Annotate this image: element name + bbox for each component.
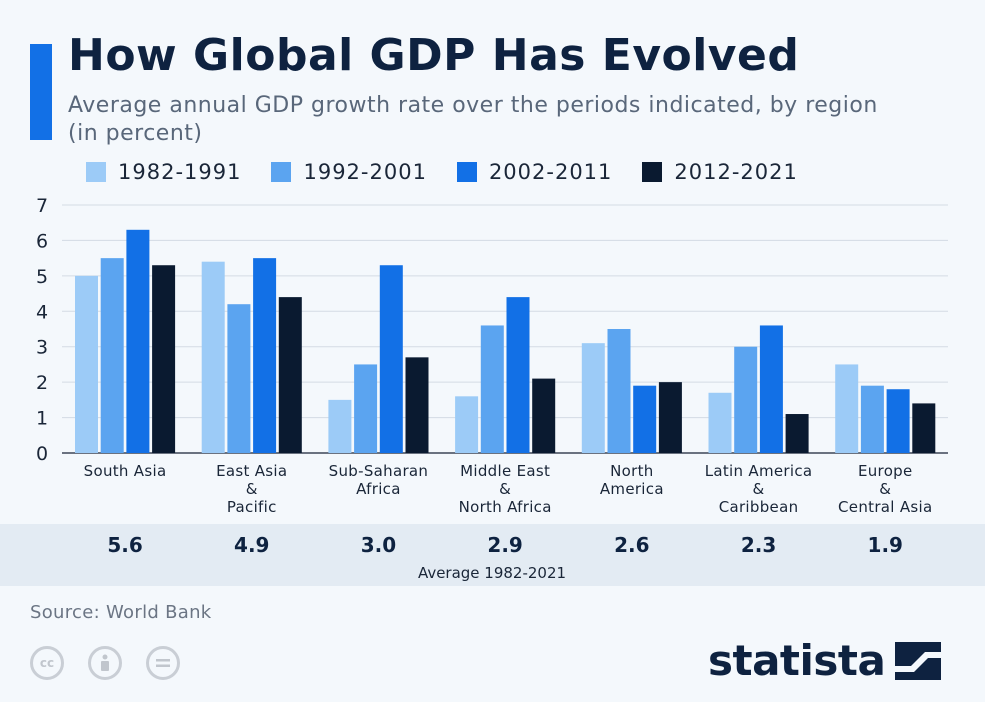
bar — [581, 343, 605, 453]
y-tick-label: 5 — [36, 266, 48, 288]
legend-label: 1992-2001 — [303, 160, 427, 184]
cc-icon: cc — [30, 646, 64, 680]
bar — [480, 325, 504, 453]
legend-label: 2012-2021 — [674, 160, 798, 184]
legend-swatch — [642, 162, 663, 182]
legend-label: 1982-1991 — [118, 160, 242, 184]
x-tick-label: Middle East — [460, 462, 550, 480]
legend-swatch — [86, 162, 106, 182]
x-tick-label: North — [610, 462, 653, 480]
x-tick-label: & — [753, 480, 765, 498]
bar — [785, 414, 809, 453]
bar — [278, 297, 302, 453]
bar — [734, 346, 758, 453]
source-note: Source: World Bank — [30, 602, 212, 623]
bar — [354, 364, 378, 453]
x-tick-label: South Asia — [84, 462, 167, 480]
x-tick-label: North Africa — [459, 498, 552, 516]
x-tick-label: & — [499, 480, 511, 498]
x-tick-label: Europe — [858, 462, 913, 480]
x-tick-label: East Asia — [216, 462, 287, 480]
average-value: 1.9 — [868, 533, 903, 557]
bar — [759, 325, 783, 453]
bar — [506, 297, 530, 453]
statista-logo[interactable]: statista — [708, 636, 942, 685]
x-tick-label: Pacific — [227, 498, 277, 516]
x-tick-label: Caribbean — [719, 498, 799, 516]
y-tick-label: 7 — [36, 195, 48, 217]
bar — [658, 382, 682, 453]
average-value: 2.3 — [741, 533, 776, 557]
legend-swatch — [271, 162, 292, 182]
average-value: 3.0 — [361, 533, 396, 557]
average-band — [0, 524, 985, 586]
x-tick-label: Central Asia — [838, 498, 932, 516]
bar — [126, 229, 150, 453]
legend-swatch — [456, 162, 477, 182]
x-tick-label: Africa — [356, 480, 401, 498]
bar — [253, 258, 277, 453]
x-tick-label: Sub-Saharan — [329, 462, 429, 480]
y-tick-label: 0 — [36, 443, 48, 465]
average-value: 2.9 — [487, 533, 522, 557]
bar — [379, 265, 403, 453]
chart-legend: 1982-1991 1992-2001 2002-2011 2012-2021 — [86, 160, 828, 184]
bar — [100, 258, 124, 453]
legend-label: 2002-2011 — [488, 160, 613, 184]
bar — [201, 261, 225, 453]
bar — [532, 378, 556, 453]
legend-item-1982-1991: 1982-1991 — [86, 160, 241, 184]
x-tick-label: Latin America — [705, 462, 813, 480]
bar — [328, 399, 352, 453]
average-value: 2.6 — [614, 533, 649, 557]
page-subtitle: Average annual GDP growth rate over the … — [68, 93, 878, 146]
y-tick-label: 4 — [36, 301, 48, 323]
average-value: 5.6 — [107, 533, 142, 557]
page-title: How Global GDP Has Evolved — [68, 30, 800, 81]
bar — [607, 329, 631, 453]
legend-item-2012-2021: 2012-2021 — [642, 160, 797, 184]
bar — [455, 396, 479, 453]
bar — [633, 385, 657, 453]
bar — [227, 304, 251, 453]
legend-item-2002-2011: 2002-2011 — [456, 160, 613, 184]
y-tick-label: 2 — [36, 372, 48, 394]
y-tick-label: 3 — [36, 337, 48, 359]
bar — [405, 357, 429, 453]
bar — [835, 364, 859, 453]
legend-item-1992-2001: 1992-2001 — [271, 160, 426, 184]
bar — [708, 392, 732, 453]
y-tick-label: 1 — [36, 408, 48, 430]
bar — [152, 265, 176, 453]
average-value: 4.9 — [234, 533, 269, 557]
title-accent-bar — [30, 44, 52, 140]
bar — [886, 389, 910, 453]
x-tick-label: & — [879, 480, 891, 498]
logo-wordmark: statista — [708, 636, 886, 685]
bar — [860, 385, 884, 453]
average-caption: Average 1982-2021 — [418, 564, 566, 582]
attribution-icon — [88, 646, 122, 680]
license-icons: cc — [30, 646, 204, 680]
x-tick-label: America — [600, 480, 664, 498]
bar — [912, 403, 936, 453]
statista-logo-icon — [895, 641, 942, 680]
bar — [75, 275, 98, 453]
x-tick-label: & — [246, 480, 258, 498]
no-derivatives-icon — [146, 646, 180, 680]
y-tick-label: 6 — [36, 230, 48, 252]
